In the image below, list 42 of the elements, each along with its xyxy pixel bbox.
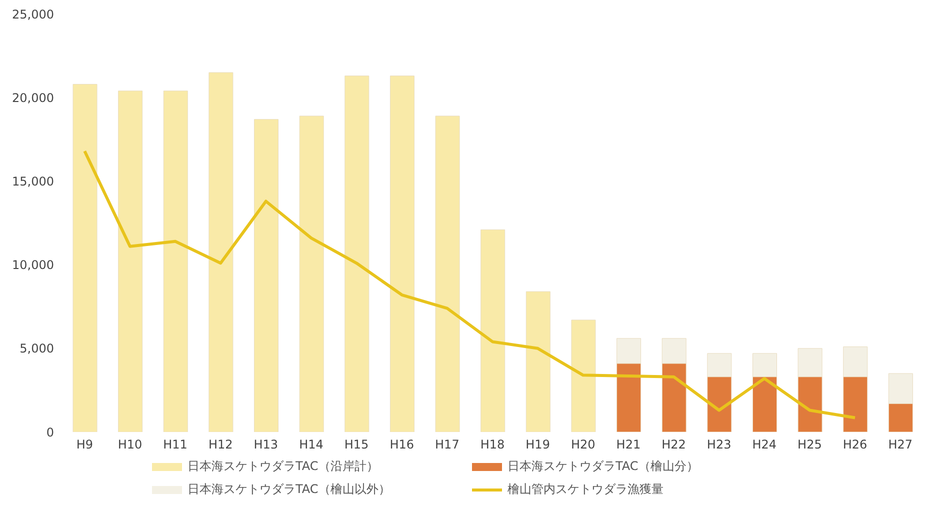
x-tick-label: H22: [662, 438, 686, 452]
x-tick-label: H18: [480, 438, 505, 452]
bar: [208, 72, 234, 432]
bar: [435, 116, 460, 432]
x-tick-label: H26: [842, 438, 868, 452]
x-tick-label: H24: [752, 438, 777, 452]
x-tick-label: H12: [208, 438, 233, 452]
y-tick-label: 5,000: [20, 342, 54, 356]
x-tick-label: H10: [118, 438, 142, 452]
y-tick-label: 20,000: [12, 90, 54, 105]
bar: [118, 90, 143, 432]
x-tick-label: H15: [344, 438, 369, 452]
bar: [480, 229, 506, 432]
bar: [390, 76, 414, 432]
x-tick-label: H16: [390, 438, 414, 452]
x-tick-label: H21: [616, 438, 641, 452]
line-series: [83, 150, 857, 420]
legend-label: 檜山管内スケトウダラ漁獲量: [508, 481, 664, 498]
x-tick-label: H23: [706, 438, 732, 452]
y-tick-label: 25,000: [12, 7, 54, 22]
x-tick-label: H17: [435, 438, 460, 452]
x-tick-label: H20: [570, 438, 596, 452]
y-tick-label: 15,000: [12, 174, 54, 188]
bar: [344, 76, 370, 432]
y-tick-label: 0: [46, 425, 54, 440]
bar: [254, 119, 279, 432]
x-tick-label: H13: [254, 438, 278, 452]
x-tick-label: H27: [888, 438, 912, 452]
legend-label: 日本海スケトウダラTAC（檜山以外）: [188, 481, 390, 498]
x-tick-label: H25: [798, 438, 822, 452]
legend-label: 日本海スケトウダラTAC（沿岸計）: [188, 458, 378, 475]
x-tick-label: H19: [526, 438, 550, 452]
bar: [299, 116, 324, 432]
y-tick-label: 10,000: [12, 258, 54, 272]
x-tick-label: H9: [76, 438, 93, 452]
x-tick-label: H14: [299, 438, 324, 452]
bar: [72, 84, 98, 432]
x-tick-label: H11: [163, 438, 188, 452]
bar: [571, 320, 596, 432]
bar: [163, 90, 188, 432]
legend-label: 日本海スケトウダラTAC（檜山分）: [508, 458, 698, 475]
bar: [526, 291, 550, 432]
